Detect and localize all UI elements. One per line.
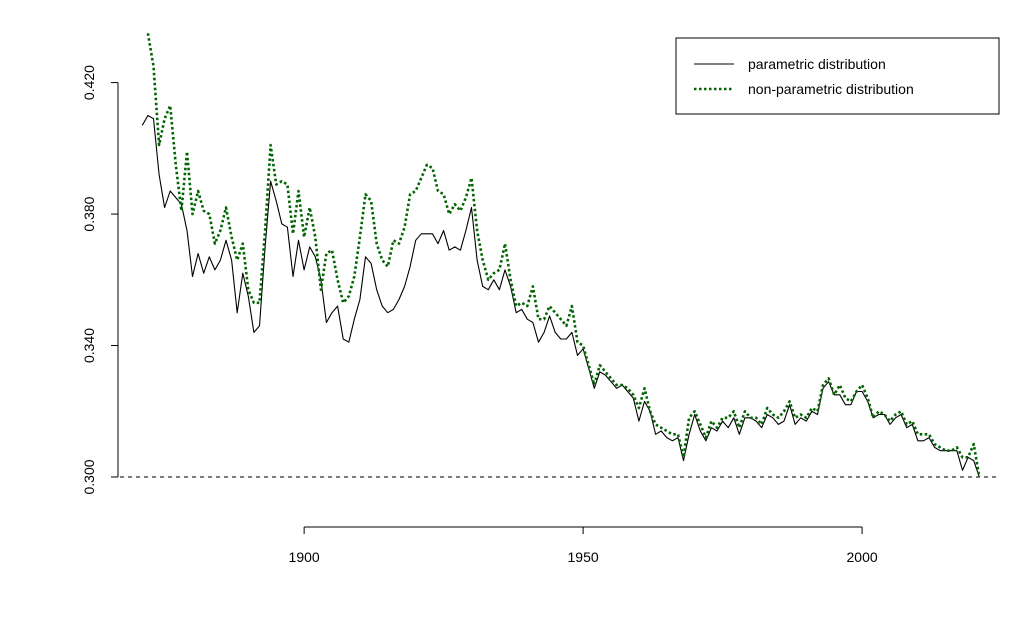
- series-line-non-parametric: [146, 33, 981, 478]
- legend-box: [675, 37, 1000, 115]
- legend-label-non-parametric: non-parametric distribution: [748, 81, 914, 97]
- y-axis: 0.300 0.340 0.380 0.420: [81, 65, 119, 495]
- x-tick-label: 1950: [568, 549, 599, 565]
- series-group: [141, 33, 981, 478]
- x-tick-label: 1900: [289, 549, 320, 565]
- x-tick-label: 2000: [847, 549, 878, 565]
- y-tick-label: 0.420: [81, 65, 97, 100]
- y-tick-label: 0.380: [81, 196, 97, 231]
- legend-label-parametric: parametric distribution: [748, 56, 886, 72]
- legend: parametric distribution non-parametric d…: [675, 37, 1000, 115]
- x-axis: 1900 1950 2000: [289, 526, 878, 565]
- y-tick-label: 0.340: [81, 328, 97, 363]
- series-line-parametric: [141, 114, 980, 478]
- y-tick-label: 0.300: [81, 459, 97, 494]
